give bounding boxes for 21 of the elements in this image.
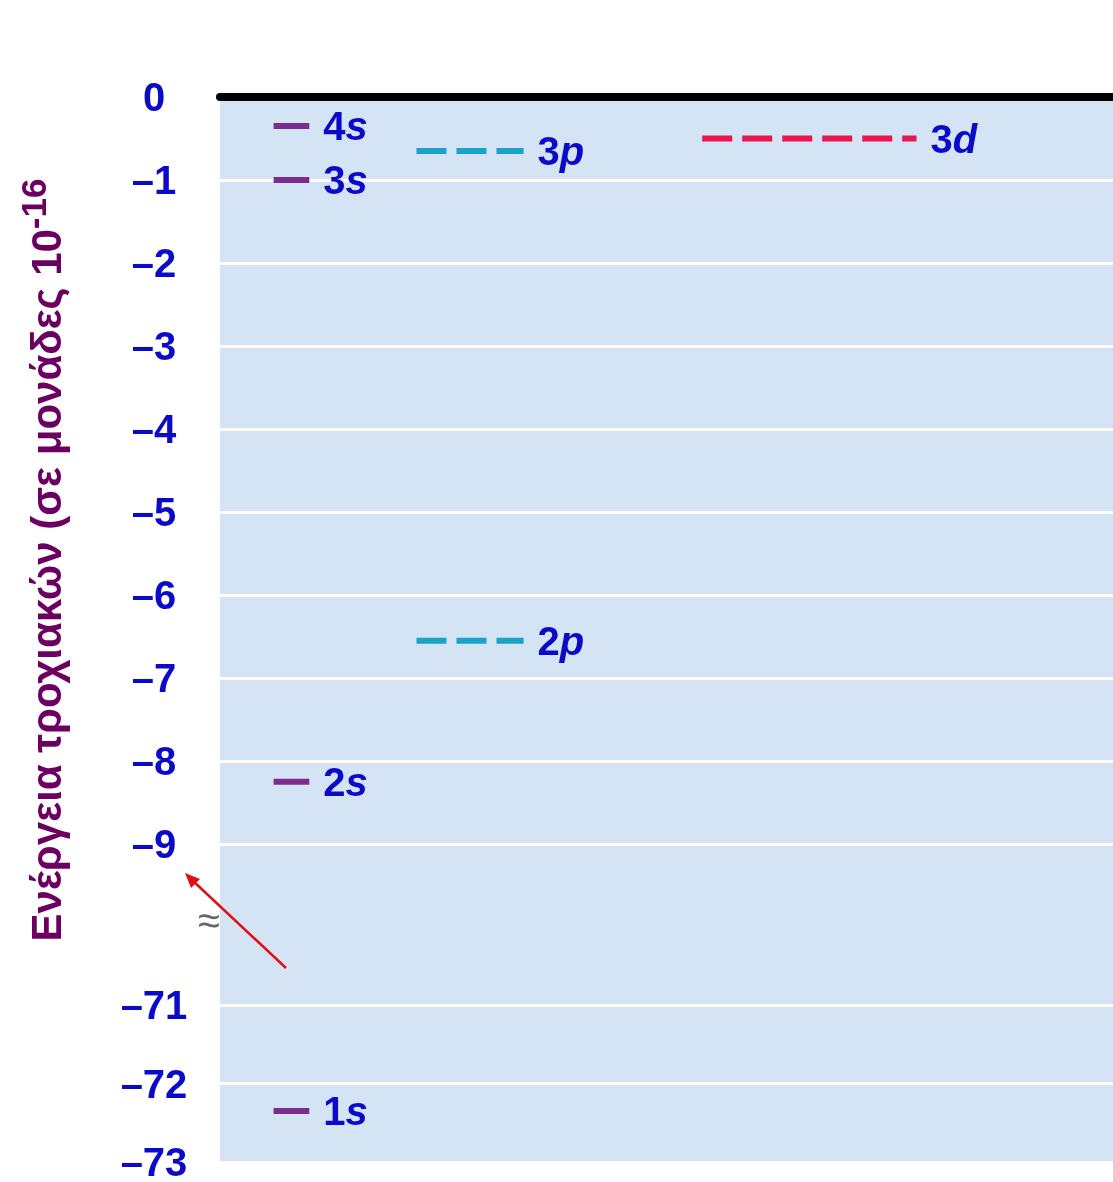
y-tick-label: 0 [142, 75, 166, 119]
y-tick-label: –1 [131, 158, 177, 202]
y-tick-label: –72 [120, 1061, 188, 1106]
y-tick-label: –5 [131, 490, 177, 534]
series-label: 1s [323, 1089, 368, 1134]
series-label: 2p [537, 618, 585, 663]
y-tick-label: –3 [131, 324, 177, 368]
text: ≈ [198, 898, 220, 943]
series-label: 3d [930, 116, 979, 161]
series-label: 2s [323, 759, 368, 804]
y-tick-label: –7 [131, 656, 177, 700]
series-label: 4s [323, 104, 368, 149]
y-tick-label: –71 [120, 983, 188, 1028]
y-tick-label: –2 [131, 241, 177, 285]
series-label: 3s [323, 158, 368, 202]
y-tick-label: –73 [120, 1140, 188, 1182]
y-tick-label: –8 [131, 739, 177, 783]
y-tick-label: –6 [131, 573, 177, 617]
y-tick-label: –4 [131, 407, 177, 451]
y-tick-label: –9 [131, 822, 177, 866]
series-label: 3p [537, 128, 585, 173]
